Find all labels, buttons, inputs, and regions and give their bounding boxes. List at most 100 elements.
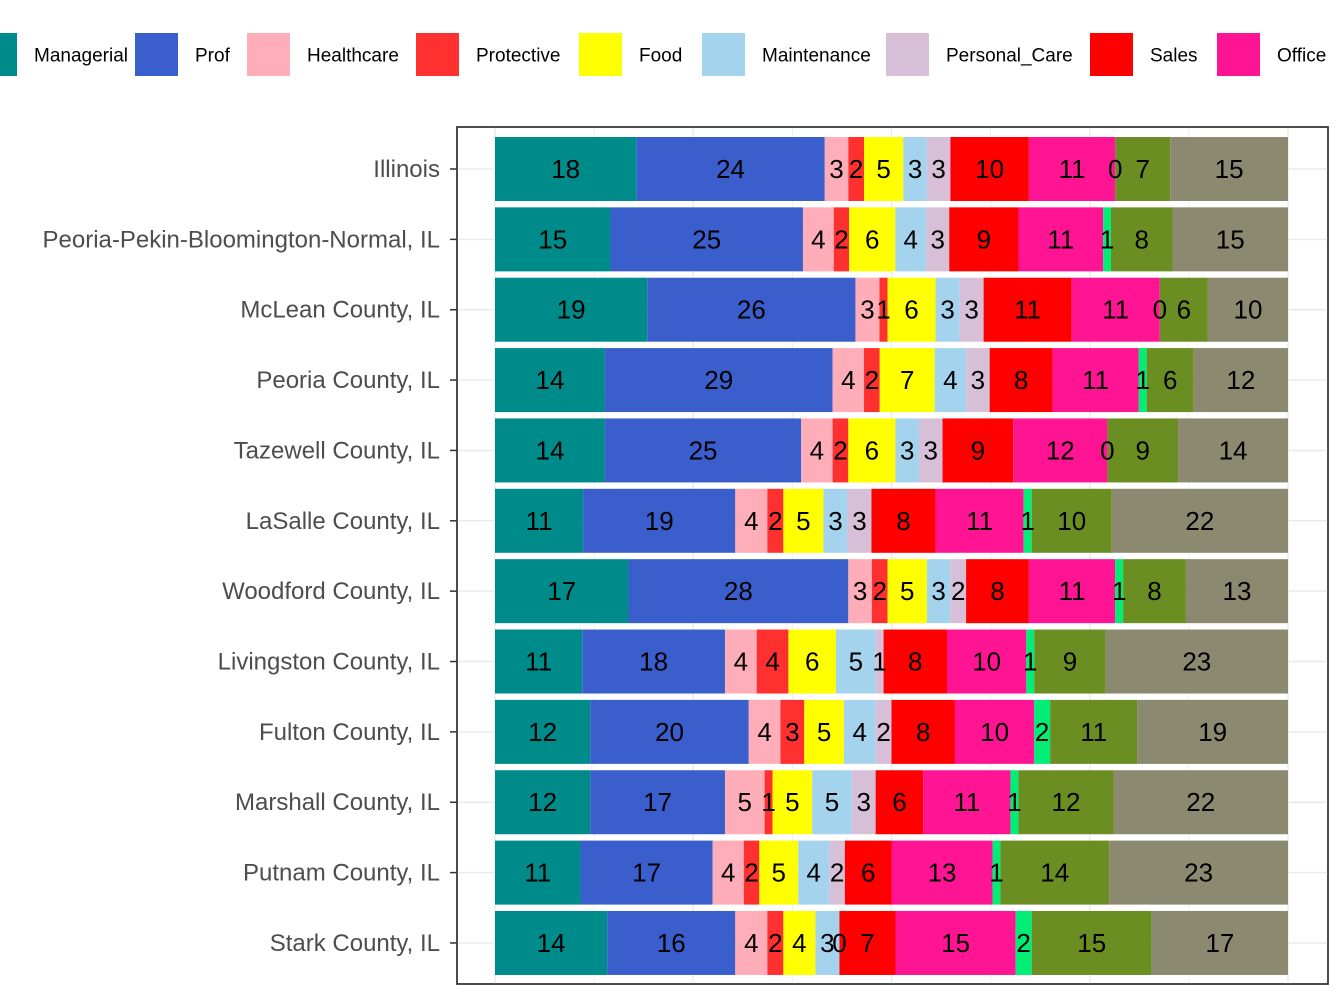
segment-label: 2 bbox=[834, 224, 848, 254]
segment-label: 19 bbox=[645, 506, 674, 536]
segment-label: 11 bbox=[1102, 295, 1129, 325]
segment-label: 11 bbox=[1014, 295, 1041, 325]
segment-label: 11 bbox=[524, 858, 551, 888]
bar-segment bbox=[495, 629, 583, 694]
bar-segment bbox=[1115, 559, 1124, 624]
bar-segment bbox=[895, 910, 1016, 975]
legend-key bbox=[135, 33, 178, 76]
bar-segment bbox=[871, 488, 936, 553]
bar-segment bbox=[947, 629, 1027, 694]
segment-label: 3 bbox=[829, 154, 843, 184]
segment-label: 3 bbox=[860, 295, 874, 325]
segment-label: 22 bbox=[1185, 506, 1214, 536]
segment-label: 3 bbox=[964, 295, 978, 325]
bar-segment bbox=[926, 137, 951, 201]
bar-segment bbox=[934, 348, 967, 413]
bar-segment bbox=[743, 840, 760, 905]
bar-segment bbox=[495, 488, 584, 553]
bars bbox=[495, 137, 1288, 975]
bar-segment bbox=[832, 348, 865, 413]
segment-label: 2 bbox=[768, 928, 782, 958]
segment-label: 1 bbox=[761, 787, 775, 817]
bar-segment bbox=[604, 418, 802, 483]
bar-segment bbox=[495, 348, 605, 413]
segment-label: 2 bbox=[830, 858, 844, 888]
bar-segment bbox=[949, 207, 1019, 272]
segment-label: 8 bbox=[908, 647, 922, 677]
bar-segment bbox=[1151, 910, 1288, 975]
legend-label: Personal_Care bbox=[946, 46, 1073, 67]
segment-label: 15 bbox=[538, 224, 567, 254]
segment-label: 11 bbox=[526, 506, 553, 536]
segment-label: 5 bbox=[796, 506, 810, 536]
bar-segment bbox=[582, 629, 725, 694]
segment-label: 2 bbox=[849, 154, 863, 184]
bar-segment bbox=[824, 137, 849, 201]
segment-label: 6 bbox=[892, 787, 906, 817]
bar-segment bbox=[495, 770, 591, 835]
segment-label: 1 bbox=[872, 647, 886, 677]
bar-segment bbox=[495, 910, 608, 975]
bar-segment bbox=[735, 910, 768, 975]
segment-label: 1 bbox=[1100, 224, 1114, 254]
segment-label: 10 bbox=[980, 717, 1009, 747]
bar-segment bbox=[935, 488, 1024, 553]
segment-label: 29 bbox=[704, 365, 733, 395]
segment-label: 4 bbox=[734, 647, 748, 677]
bar-segment bbox=[833, 207, 850, 272]
bar-segment bbox=[495, 699, 591, 764]
y-tick-label: McLean County, IL bbox=[240, 297, 440, 324]
segment-label: 3 bbox=[857, 787, 871, 817]
bar-segment bbox=[1115, 137, 1171, 201]
y-tick-label: Stark County, IL bbox=[270, 930, 440, 957]
segment-label: 4 bbox=[943, 365, 957, 395]
bar-segment bbox=[891, 840, 993, 905]
segment-label: 1 bbox=[1136, 365, 1150, 395]
legend-label: Protective bbox=[476, 46, 560, 67]
segment-label: 2 bbox=[833, 435, 847, 465]
legend-label: Office bbox=[1277, 46, 1326, 67]
bar-segment bbox=[1105, 629, 1288, 694]
bar-segment bbox=[1137, 699, 1288, 764]
segment-label: 19 bbox=[557, 295, 586, 325]
segment-label: 0 bbox=[1153, 295, 1167, 325]
segment-label: 23 bbox=[1184, 858, 1213, 888]
segment-label: 2 bbox=[951, 576, 965, 606]
segment-label: 3 bbox=[971, 365, 985, 395]
segment-label: 6 bbox=[865, 435, 879, 465]
bar-segment bbox=[926, 207, 950, 272]
bar-segment bbox=[1028, 559, 1116, 624]
plot-panel-border bbox=[456, 126, 1329, 985]
segment-label: 0 bbox=[832, 928, 846, 958]
segment-label: 24 bbox=[716, 154, 745, 184]
segment-label: 0 bbox=[1100, 435, 1114, 465]
bar-segment bbox=[1028, 137, 1116, 201]
segment-label: 3 bbox=[828, 506, 842, 536]
bar-segment bbox=[1052, 348, 1139, 413]
segment-label: 3 bbox=[908, 154, 922, 184]
legend-key bbox=[416, 33, 459, 76]
bar-segment bbox=[848, 137, 865, 201]
bar-segment bbox=[1013, 418, 1108, 483]
segment-label: 20 bbox=[655, 717, 684, 747]
bar-segment bbox=[923, 770, 1011, 835]
segment-label: 11 bbox=[1059, 576, 1086, 606]
segment-label: 15 bbox=[1216, 224, 1245, 254]
legend-key bbox=[886, 33, 929, 76]
segment-label: 19 bbox=[1198, 717, 1227, 747]
segment-label: 5 bbox=[825, 787, 839, 817]
segment-label: 13 bbox=[1223, 576, 1252, 606]
bar-segment bbox=[783, 910, 816, 975]
bar-segment bbox=[823, 488, 848, 553]
segment-label: 4 bbox=[807, 858, 821, 888]
bar-segment bbox=[966, 348, 990, 413]
bar-segment bbox=[1034, 699, 1051, 764]
legend-key bbox=[1090, 33, 1133, 76]
segment-label: 11 bbox=[1047, 224, 1074, 254]
bar-segment bbox=[942, 418, 1014, 483]
bar-segment bbox=[712, 840, 744, 905]
segment-label: 14 bbox=[1040, 858, 1069, 888]
segment-label: 5 bbox=[738, 787, 752, 817]
bar-segment bbox=[815, 910, 840, 975]
segment-label: 3 bbox=[931, 576, 945, 606]
